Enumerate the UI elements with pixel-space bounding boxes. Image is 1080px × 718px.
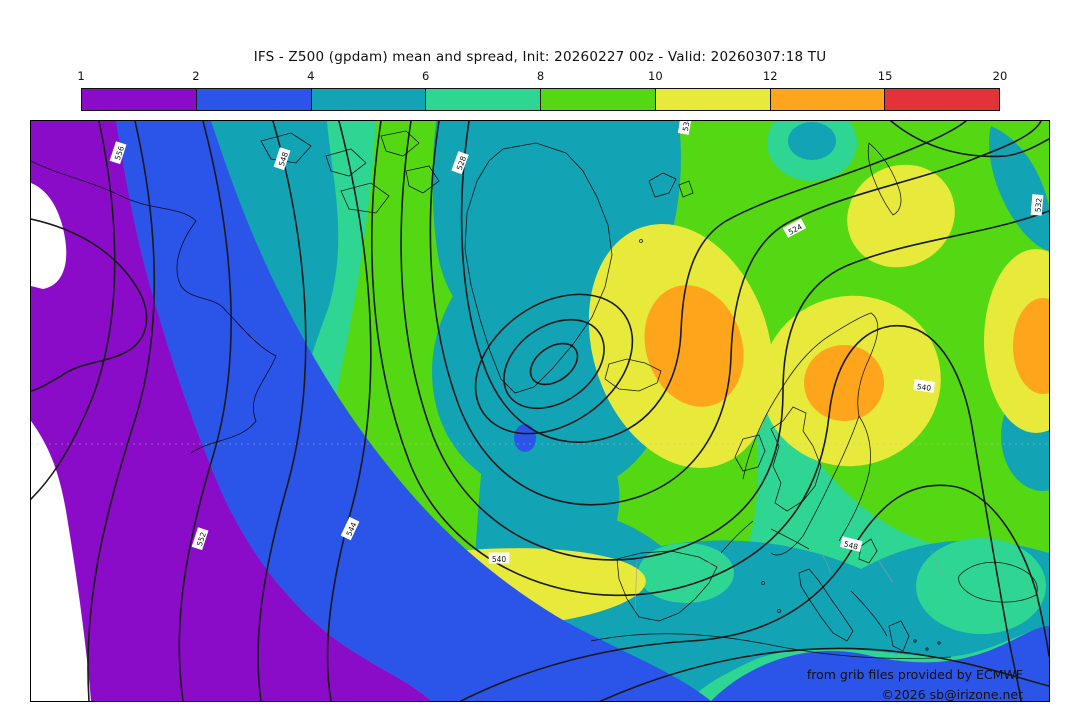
z500-contours	[31, 121, 1049, 701]
colorbar-tick: 15	[877, 69, 893, 83]
chart-title: IFS - Z500 (gpdam) mean and spread, Init…	[253, 49, 827, 65]
contour-label-540: 540	[488, 552, 510, 564]
contour-label-552: 552	[191, 527, 209, 551]
colorbar-segment-6-8	[426, 89, 541, 110]
attribution-copyright: ©2026 sb@irizone.net	[881, 687, 1023, 701]
coastlines	[31, 130, 1038, 659]
colorbar-segment-12-15	[770, 89, 886, 110]
colorbar-tick: 1	[77, 69, 85, 83]
map-frame: 556 548 528 536 524 532 552 544 540 540 548 from g…	[30, 120, 1050, 702]
colorbar-tick: 6	[421, 69, 430, 83]
contour-label-532: 532	[1030, 194, 1044, 216]
colorbar-tick: 2	[192, 69, 200, 83]
colorbar-segment-8-10	[541, 89, 656, 110]
svg-text:552: 552	[195, 531, 208, 548]
svg-text:540: 540	[916, 382, 932, 393]
svg-text:540: 540	[492, 555, 507, 564]
contour-label-548: 548	[839, 536, 863, 552]
svg-text:548: 548	[843, 539, 859, 551]
svg-text:532: 532	[1033, 197, 1043, 212]
contour-label-556: 556	[109, 141, 127, 165]
svg-text:536: 536	[681, 121, 692, 132]
colorbar-segment-1-2	[82, 89, 197, 110]
colorbar-tick: 20	[992, 69, 1008, 83]
colorbar-tick: 4	[307, 69, 315, 83]
attribution-source: from grib files provided by ECMWF	[807, 667, 1023, 682]
colorbar-tick: 8	[536, 69, 545, 83]
colorbar-segment-15-20	[885, 89, 999, 110]
contour-label-548: 548	[273, 147, 291, 171]
contour-label-540: 540	[913, 379, 936, 393]
contour-label-536: 536	[677, 121, 693, 135]
colorbar-segment-4-6	[311, 89, 427, 110]
colorbar-tick: 12	[762, 69, 778, 83]
colorbar-tick: 10	[648, 69, 663, 83]
spread-colorbar	[81, 88, 1000, 111]
colorbar-segment-10-12	[655, 89, 771, 110]
colorbar-segment-2-4	[196, 89, 312, 110]
svg-text:548: 548	[277, 151, 290, 168]
svg-text:556: 556	[113, 145, 126, 162]
